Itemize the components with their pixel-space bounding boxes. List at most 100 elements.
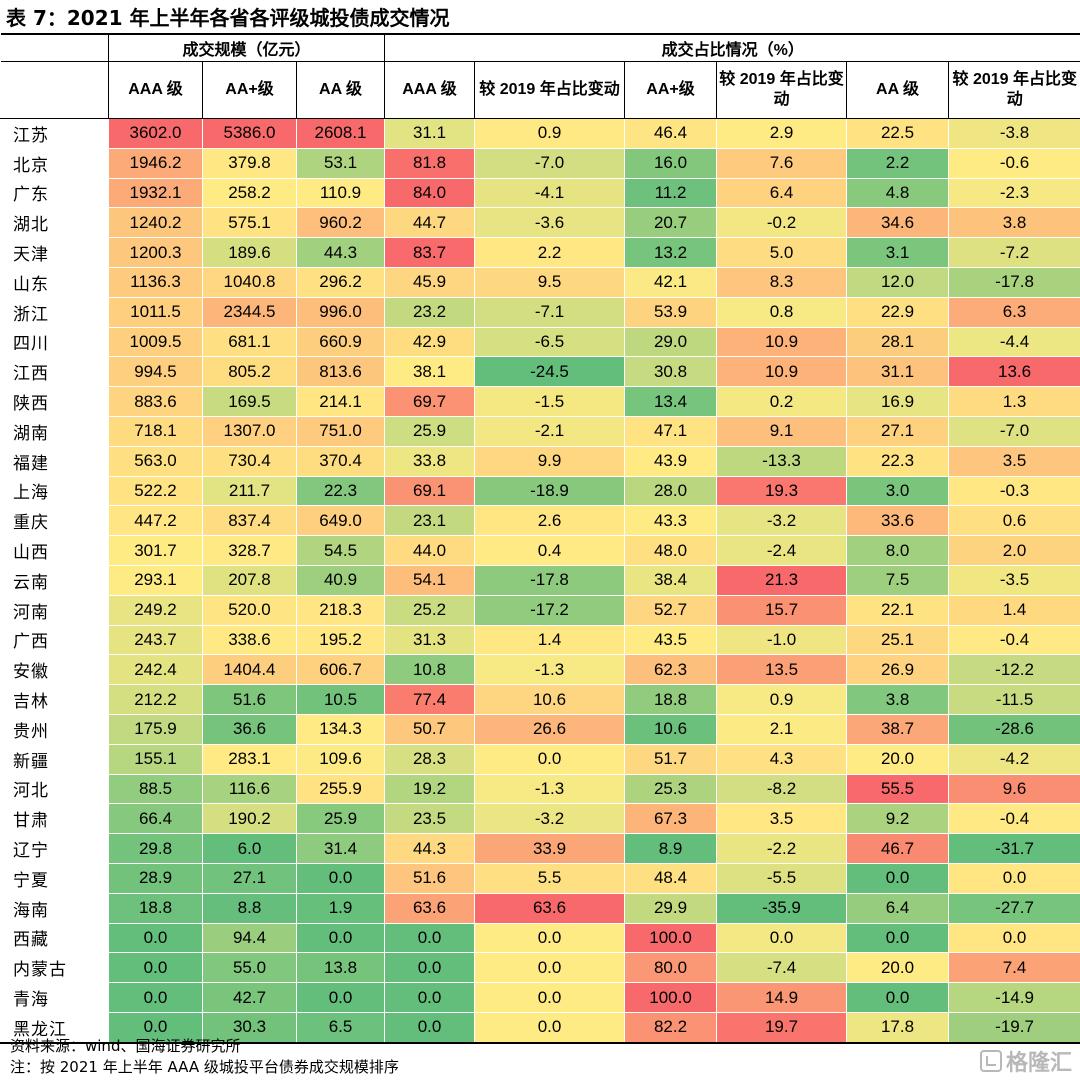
value-cell: 328.7 — [202, 535, 297, 566]
value-cell: -17.8 — [474, 564, 626, 596]
value-cell: 293.1 — [108, 564, 203, 596]
table-row: 河北 88.5 116.6 255.9 19.2 -1.3 25.3 -8.2 55.5 9.6 — [0, 773, 1080, 805]
value-cell: 2344.5 — [202, 296, 297, 328]
value-cell: 16.9 — [846, 386, 950, 417]
value-cell: 751.0 — [295, 415, 386, 447]
value-cell: 9.6 — [948, 773, 1080, 805]
value-cell: 18.8 — [108, 892, 203, 924]
value-cell: 8.0 — [846, 535, 950, 566]
value-cell: 36.6 — [202, 713, 297, 745]
table-row: 海南 18.8 8.8 1.9 63.6 63.6 29.9 -35.9 6.4 -27.7 — [0, 892, 1080, 924]
value-cell: 80.0 — [624, 952, 718, 984]
value-cell: 6.4 — [846, 892, 950, 924]
province-cell: 江西 — [0, 356, 109, 388]
value-cell: 47.1 — [624, 415, 718, 447]
value-cell: 10.9 — [716, 326, 848, 358]
value-cell: 1040.8 — [202, 266, 297, 298]
table-row: 广西 243.7 338.6 195.2 31.3 1.4 43.5 -1.0 25.1 -0.4 — [0, 624, 1080, 656]
table-row: 辽宁 29.8 6.0 31.4 44.3 33.9 8.9 -2.2 46.7 -31.7 — [0, 833, 1080, 864]
value-cell: -1.0 — [716, 624, 848, 656]
value-cell: 100.0 — [624, 922, 718, 954]
value-cell: 2608.1 — [295, 118, 386, 149]
value-cell: 255.9 — [295, 773, 386, 805]
value-cell: 31.3 — [384, 624, 476, 656]
value-cell: -1.3 — [474, 773, 626, 805]
province-cell: 黑龙江 — [0, 1011, 109, 1044]
table-row: 江苏 3602.0 5386.0 2608.1 31.1 0.9 46.4 2.9 22.5 -3… — [0, 118, 1080, 149]
value-cell: 296.2 — [295, 266, 386, 298]
value-cell: 212.2 — [108, 684, 203, 715]
column-header-5: 较 2019 年占比变动 — [474, 61, 625, 119]
value-cell: 243.7 — [108, 624, 203, 656]
value-cell: 54.1 — [384, 564, 476, 596]
value-cell: 22.3 — [846, 445, 950, 477]
province-cell: 四川 — [0, 326, 109, 358]
value-cell: -0.4 — [948, 624, 1080, 656]
value-cell: 195.2 — [295, 624, 386, 656]
value-cell: 9.2 — [846, 803, 950, 835]
table-row: 西藏 0.0 94.4 0.0 0.0 0.0 100.0 0.0 0.0 0.0 — [0, 922, 1080, 954]
value-cell: 0.0 — [716, 922, 848, 954]
value-cell: -18.9 — [474, 475, 626, 507]
value-cell: 1200.3 — [108, 237, 203, 268]
value-cell: 189.6 — [202, 237, 297, 268]
value-cell: 110.9 — [295, 177, 386, 209]
value-cell: 522.2 — [108, 475, 203, 507]
value-cell: 45.9 — [384, 266, 476, 298]
value-cell: -4.1 — [474, 177, 626, 209]
value-cell: 42.1 — [624, 266, 718, 298]
value-cell: 2.0 — [948, 535, 1080, 566]
value-cell: 207.8 — [202, 564, 297, 596]
value-cell: -31.7 — [948, 833, 1080, 864]
province-cell: 青海 — [0, 982, 109, 1013]
value-cell: 0.0 — [384, 982, 476, 1013]
value-cell: 19.3 — [716, 475, 848, 507]
province-cell: 上海 — [0, 475, 109, 507]
value-cell: 447.2 — [108, 505, 203, 537]
value-cell: 13.5 — [716, 654, 848, 686]
value-cell: -3.6 — [474, 207, 626, 239]
table-row: 浙江 1011.5 2344.5 996.0 23.2 -7.1 53.9 0.8 22.9 6.… — [0, 296, 1080, 328]
bond-trading-table: 成交规模（亿元） 成交占比情况（%） AAA 级 AA+级 AA 级 AAA 级较 2… — [0, 33, 1080, 1044]
value-cell: 40.9 — [295, 564, 386, 596]
value-cell: 15.7 — [716, 594, 848, 626]
value-cell: 2.6 — [474, 505, 626, 537]
value-cell: 0.9 — [474, 118, 626, 149]
value-cell: 29.8 — [108, 833, 203, 864]
value-cell: 81.8 — [384, 147, 476, 179]
value-cell: 16.0 — [624, 147, 718, 179]
value-cell: 33.8 — [384, 445, 476, 477]
value-cell: 3.8 — [948, 207, 1080, 239]
value-cell: 681.1 — [202, 326, 297, 358]
province-cell: 云南 — [0, 564, 109, 596]
value-cell: 25.9 — [384, 415, 476, 447]
value-cell: 1946.2 — [108, 147, 203, 179]
value-cell: 2.1 — [716, 713, 848, 745]
value-cell: 837.4 — [202, 505, 297, 537]
value-cell: -7.2 — [948, 237, 1080, 268]
value-cell: 6.4 — [716, 177, 848, 209]
value-cell: 0.0 — [384, 952, 476, 984]
value-cell: 19.2 — [384, 773, 476, 805]
table-row: 湖南 718.1 1307.0 751.0 25.9 -2.1 47.1 9.1 27.1 -7.… — [0, 415, 1080, 447]
value-cell: 94.4 — [202, 922, 297, 954]
value-cell: 88.5 — [108, 773, 203, 805]
value-cell: 0.2 — [716, 386, 848, 417]
value-cell: 46.7 — [846, 833, 950, 864]
province-cell: 宁夏 — [0, 862, 109, 894]
value-cell: -0.4 — [948, 803, 1080, 835]
value-cell: 0.6 — [948, 505, 1080, 537]
value-cell: 3.0 — [846, 475, 950, 507]
value-cell: 242.4 — [108, 654, 203, 686]
value-cell: 6.3 — [948, 296, 1080, 328]
value-cell: 1.9 — [295, 892, 386, 924]
value-cell: 0.0 — [474, 1011, 626, 1044]
value-cell: -8.2 — [716, 773, 848, 805]
table-row: 吉林 212.2 51.6 10.5 77.4 10.6 18.8 0.9 3.8 -11.5 — [0, 684, 1080, 715]
value-cell: 563.0 — [108, 445, 203, 477]
value-cell: 66.4 — [108, 803, 203, 835]
value-cell: 7.5 — [846, 564, 950, 596]
value-cell: 28.1 — [846, 326, 950, 358]
value-cell: 11.2 — [624, 177, 718, 209]
value-cell: 960.2 — [295, 207, 386, 239]
